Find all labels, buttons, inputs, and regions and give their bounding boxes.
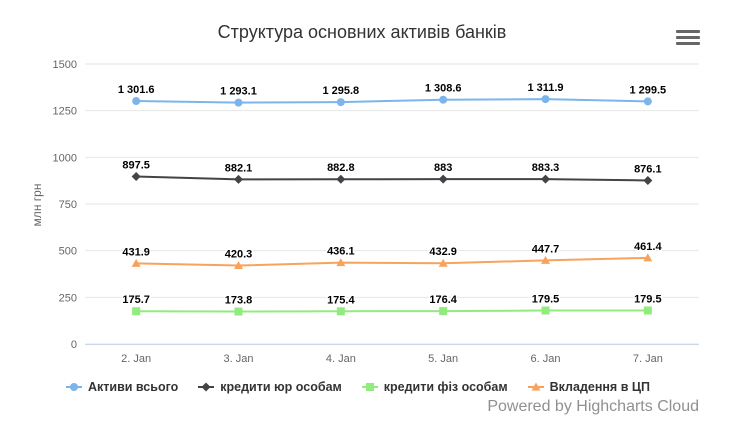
data-point xyxy=(132,97,141,106)
data-label: 883.3 xyxy=(532,162,560,174)
data-point xyxy=(336,307,345,316)
data-label: 1 299.5 xyxy=(629,84,666,96)
gridlines xyxy=(85,63,699,345)
legend-item[interactable]: кредити юр особам xyxy=(198,380,342,394)
x-axis: 2. Jan 3. Jan 4. Jan 5. Jan 6. Jan 7. Jan xyxy=(85,344,699,365)
data-point xyxy=(70,383,78,391)
legend: Активи всього кредити юр особам кредити фі… xyxy=(66,380,650,394)
x-tick-label: 3. Jan xyxy=(224,353,254,365)
data-label: 436.1 xyxy=(327,246,355,258)
data-point xyxy=(439,307,448,316)
data-label: 876.1 xyxy=(634,163,662,175)
series-3: 175.7 173.8 175.4 176.4 179.5 179.5 xyxy=(121,292,663,316)
data-point xyxy=(336,258,346,267)
data-label: 175.7 xyxy=(122,294,150,306)
credits-link[interactable]: Powered by Highcharts Cloud xyxy=(487,398,699,415)
data-point xyxy=(643,97,652,106)
data-point xyxy=(131,171,141,181)
data-point xyxy=(439,95,448,104)
data-point xyxy=(234,174,243,184)
chart-title: Структура основних активів банків xyxy=(217,22,507,42)
data-label: 173.8 xyxy=(225,295,253,307)
legend-symbol xyxy=(66,383,82,391)
data-label: 1 295.8 xyxy=(322,85,359,97)
data-label: 179.5 xyxy=(532,293,560,305)
data-point xyxy=(438,174,448,184)
data-label: 432.9 xyxy=(429,246,457,258)
hamburger-menu-icon[interactable] xyxy=(676,30,700,50)
legend-item[interactable]: кредити фіз особам xyxy=(361,380,508,394)
data-label: 179.5 xyxy=(634,293,662,305)
legend-label: Активи всього xyxy=(88,380,179,394)
data-point xyxy=(201,382,211,392)
data-label: 1 301.6 xyxy=(118,84,155,96)
data-point xyxy=(234,98,243,107)
data-point xyxy=(438,258,448,267)
data-label: 882.8 xyxy=(327,162,355,174)
x-tick-label: 2. Jan xyxy=(121,353,151,365)
legend-item[interactable]: Активи всього xyxy=(66,380,178,394)
data-label: 420.3 xyxy=(225,249,253,261)
data-point xyxy=(541,255,550,264)
data-point xyxy=(541,306,550,315)
series-group: 1 301.6 1 293.1 1 295.8 1 308.6 1 311.9 1 299… xyxy=(116,81,668,316)
menu-bar xyxy=(676,42,700,45)
menu-bar xyxy=(676,36,700,39)
data-label: 1 293.1 xyxy=(220,86,257,98)
data-label: 1 311.9 xyxy=(527,82,563,94)
data-label: 897.5 xyxy=(122,159,150,171)
series-line xyxy=(136,309,648,313)
data-point xyxy=(234,307,243,316)
data-label: 882.1 xyxy=(225,162,253,174)
y-tick-label: 1500 xyxy=(53,59,77,71)
data-label: 461.4 xyxy=(634,241,662,253)
legend-symbol xyxy=(527,382,544,391)
y-axis-label: млн грн xyxy=(30,184,44,227)
data-point xyxy=(336,174,346,184)
data-point xyxy=(531,382,541,391)
legend-symbol xyxy=(198,382,215,392)
data-point xyxy=(643,175,653,185)
data-point xyxy=(132,307,141,316)
x-tick-label: 5. Jan xyxy=(428,353,458,365)
x-tick-label: 7. Jan xyxy=(633,353,663,365)
legend-label: кредити фіз особам xyxy=(383,380,508,394)
y-tick-label: 500 xyxy=(59,246,77,258)
series-line xyxy=(136,98,648,104)
data-label: 447.7 xyxy=(532,243,560,255)
data-point xyxy=(365,383,374,391)
y-tick-label: 250 xyxy=(59,292,77,304)
data-point xyxy=(643,253,653,262)
data-label: 431.9 xyxy=(122,246,150,258)
data-label: 175.4 xyxy=(327,294,355,306)
series-line xyxy=(136,175,648,182)
data-label: 1 308.6 xyxy=(425,83,462,95)
data-label: 176.4 xyxy=(429,294,457,306)
y-tick-label: 0 xyxy=(71,339,77,351)
data-point xyxy=(234,261,243,270)
legend-symbol xyxy=(361,383,378,391)
series-1: 1 301.6 1 293.1 1 295.8 1 308.6 1 311.9 1 299… xyxy=(116,81,668,107)
y-axis-ticks: 0 250 500 750 1000 1250 1500 xyxy=(53,59,77,351)
data-point xyxy=(541,174,550,184)
y-tick-label: 750 xyxy=(59,199,77,211)
y-tick-label: 1000 xyxy=(53,152,77,164)
menu-bar xyxy=(676,30,700,33)
data-point xyxy=(643,306,652,315)
data-point xyxy=(541,95,550,104)
x-tick-label: 6. Jan xyxy=(531,353,561,365)
series-line xyxy=(136,256,648,267)
x-tick-label: 4. Jan xyxy=(326,353,356,365)
legend-label: Вкладення в ЦП xyxy=(549,380,650,394)
y-tick-label: 1250 xyxy=(53,106,77,118)
legend-item[interactable]: Вкладення в ЦП xyxy=(527,380,650,394)
series-4: 431.9 420.3 436.1 432.9 447.7 461.4 xyxy=(121,239,664,270)
data-label: 883 xyxy=(434,162,452,174)
series-2: 897.5 882.1 882.8 883 883.3 876.1 xyxy=(121,158,663,185)
data-point xyxy=(131,258,141,267)
legend-label: кредити юр особам xyxy=(220,380,342,394)
data-point xyxy=(336,98,345,107)
